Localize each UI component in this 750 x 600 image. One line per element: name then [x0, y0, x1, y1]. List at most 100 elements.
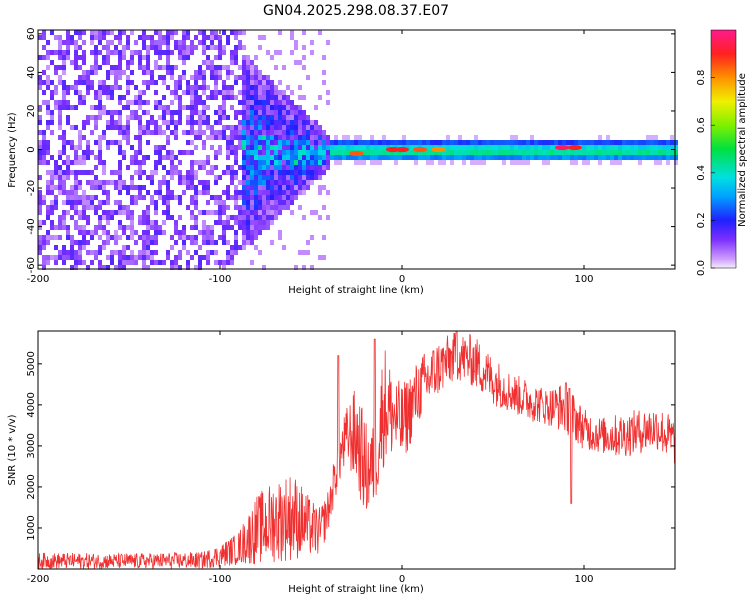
spectrogram-cell [166, 205, 170, 210]
spectrogram-cell [38, 105, 42, 110]
spectrogram-cell [174, 95, 178, 100]
spectrogram-cell [170, 120, 174, 125]
spectrogram-cell [150, 45, 154, 50]
spectrogram-cell [186, 30, 190, 35]
spectrogram-cell [138, 215, 142, 220]
spectrogram-cell [258, 130, 262, 135]
spectrogram-cell [270, 180, 274, 185]
spectrogram-cell [122, 185, 126, 190]
spectrogram-cell [298, 140, 302, 145]
spectrogram-cell [310, 125, 314, 130]
spectrogram-cell [442, 150, 446, 155]
spectrogram-cell [110, 70, 114, 75]
spectrogram-cell [178, 50, 182, 55]
spectrogram-cell [226, 205, 230, 210]
spectrogram-cell [206, 120, 210, 125]
spectrogram-cell [74, 175, 78, 180]
spectrogram-cell [238, 145, 242, 150]
spectrogram-cell [274, 120, 278, 125]
spectrogram-cell [210, 30, 214, 35]
spectrogram-cell [154, 130, 158, 135]
spectrogram-cell [94, 30, 98, 35]
spectrogram-cell [306, 135, 310, 140]
spectrogram-cell [258, 225, 262, 230]
spectrogram-cell [58, 115, 62, 120]
spectrogram-cell [218, 200, 222, 205]
spectrogram-cell [290, 35, 294, 40]
spectrogram-cell [338, 155, 342, 160]
spectrogram-cell [102, 245, 106, 250]
spectrogram-cell [86, 140, 90, 145]
spectrogram-cell [138, 50, 142, 55]
spectrogram-cell [226, 250, 230, 255]
spectrogram-cell [118, 115, 122, 120]
spectrogram-cell [198, 125, 202, 130]
spectrogram-cell [46, 255, 50, 260]
spectrogram-cell [210, 240, 214, 245]
spectrogram-cell [90, 115, 94, 120]
spectrogram-cell [242, 215, 246, 220]
spectrogram-cell [90, 65, 94, 70]
spectrogram-cell [286, 190, 290, 195]
spectrogram-cell [238, 215, 242, 220]
spectrogram-cell [670, 150, 674, 155]
spectrogram-cell [146, 65, 150, 70]
spectrogram-cell [182, 35, 186, 40]
spectrogram-cell [466, 150, 470, 155]
spectrogram-cell [118, 75, 122, 80]
spectrogram-cell [62, 175, 66, 180]
spectrogram-cell [326, 150, 330, 155]
spectrogram-cell [198, 135, 202, 140]
spectrogram-cell [142, 130, 146, 135]
spectrogram-cell [354, 155, 358, 160]
spectrogram-cell [66, 175, 70, 180]
spectrogram-cell [126, 100, 130, 105]
spectrogram-cell [166, 185, 170, 190]
spectrogram-cell [670, 145, 674, 150]
spectrogram-cell [70, 40, 74, 45]
y-tick-label: 1000 [26, 515, 37, 540]
spectrogram-cell [290, 90, 294, 95]
spectrogram-cell [606, 150, 610, 155]
spectrogram-cell [74, 240, 78, 245]
spectrogram-cell [166, 180, 170, 185]
spectrogram-cell [222, 135, 226, 140]
spectrogram-cell [86, 265, 90, 270]
spectrogram-cell [510, 150, 514, 155]
spectrogram-cell [154, 170, 158, 175]
spectrogram-cell [190, 85, 194, 90]
spectrogram-cell [250, 200, 254, 205]
spectrogram-cell [670, 155, 674, 160]
spectrogram-cell [602, 145, 606, 150]
spectrogram-cell [210, 225, 214, 230]
spectrogram-cell [266, 100, 270, 105]
spectrogram-cell [318, 95, 322, 100]
spectrogram-cell [202, 190, 206, 195]
spectrogram-cell [498, 140, 502, 145]
spectrogram-cell [290, 155, 294, 160]
spectrogram-cell [654, 135, 658, 140]
spectrogram-cell [250, 120, 254, 125]
spectrogram-cell [454, 140, 458, 145]
spectrogram-cell [214, 30, 218, 35]
spectrogram-cell [526, 145, 530, 150]
spectrogram-cell [206, 160, 210, 165]
spectrogram-cell [78, 180, 82, 185]
spectrogram-cell [598, 150, 602, 155]
spectrogram-cell [258, 150, 262, 155]
spectrogram-cell [250, 230, 254, 235]
spectrogram-cell [206, 200, 210, 205]
spectrogram-cell [142, 45, 146, 50]
spectrogram-cell [218, 135, 222, 140]
spectrogram-cell [142, 110, 146, 115]
spectrogram-cell [310, 120, 314, 125]
spectrogram-cell [374, 155, 378, 160]
spectrogram-cell [390, 155, 394, 160]
spectrogram-cell [518, 140, 522, 145]
spectrogram-cell [346, 140, 350, 145]
spectrogram-cell [366, 155, 370, 160]
spectrogram-cell [302, 170, 306, 175]
spectrogram-cell [238, 195, 242, 200]
spectrogram-cell [530, 135, 534, 140]
spectrogram-cell [130, 80, 134, 85]
